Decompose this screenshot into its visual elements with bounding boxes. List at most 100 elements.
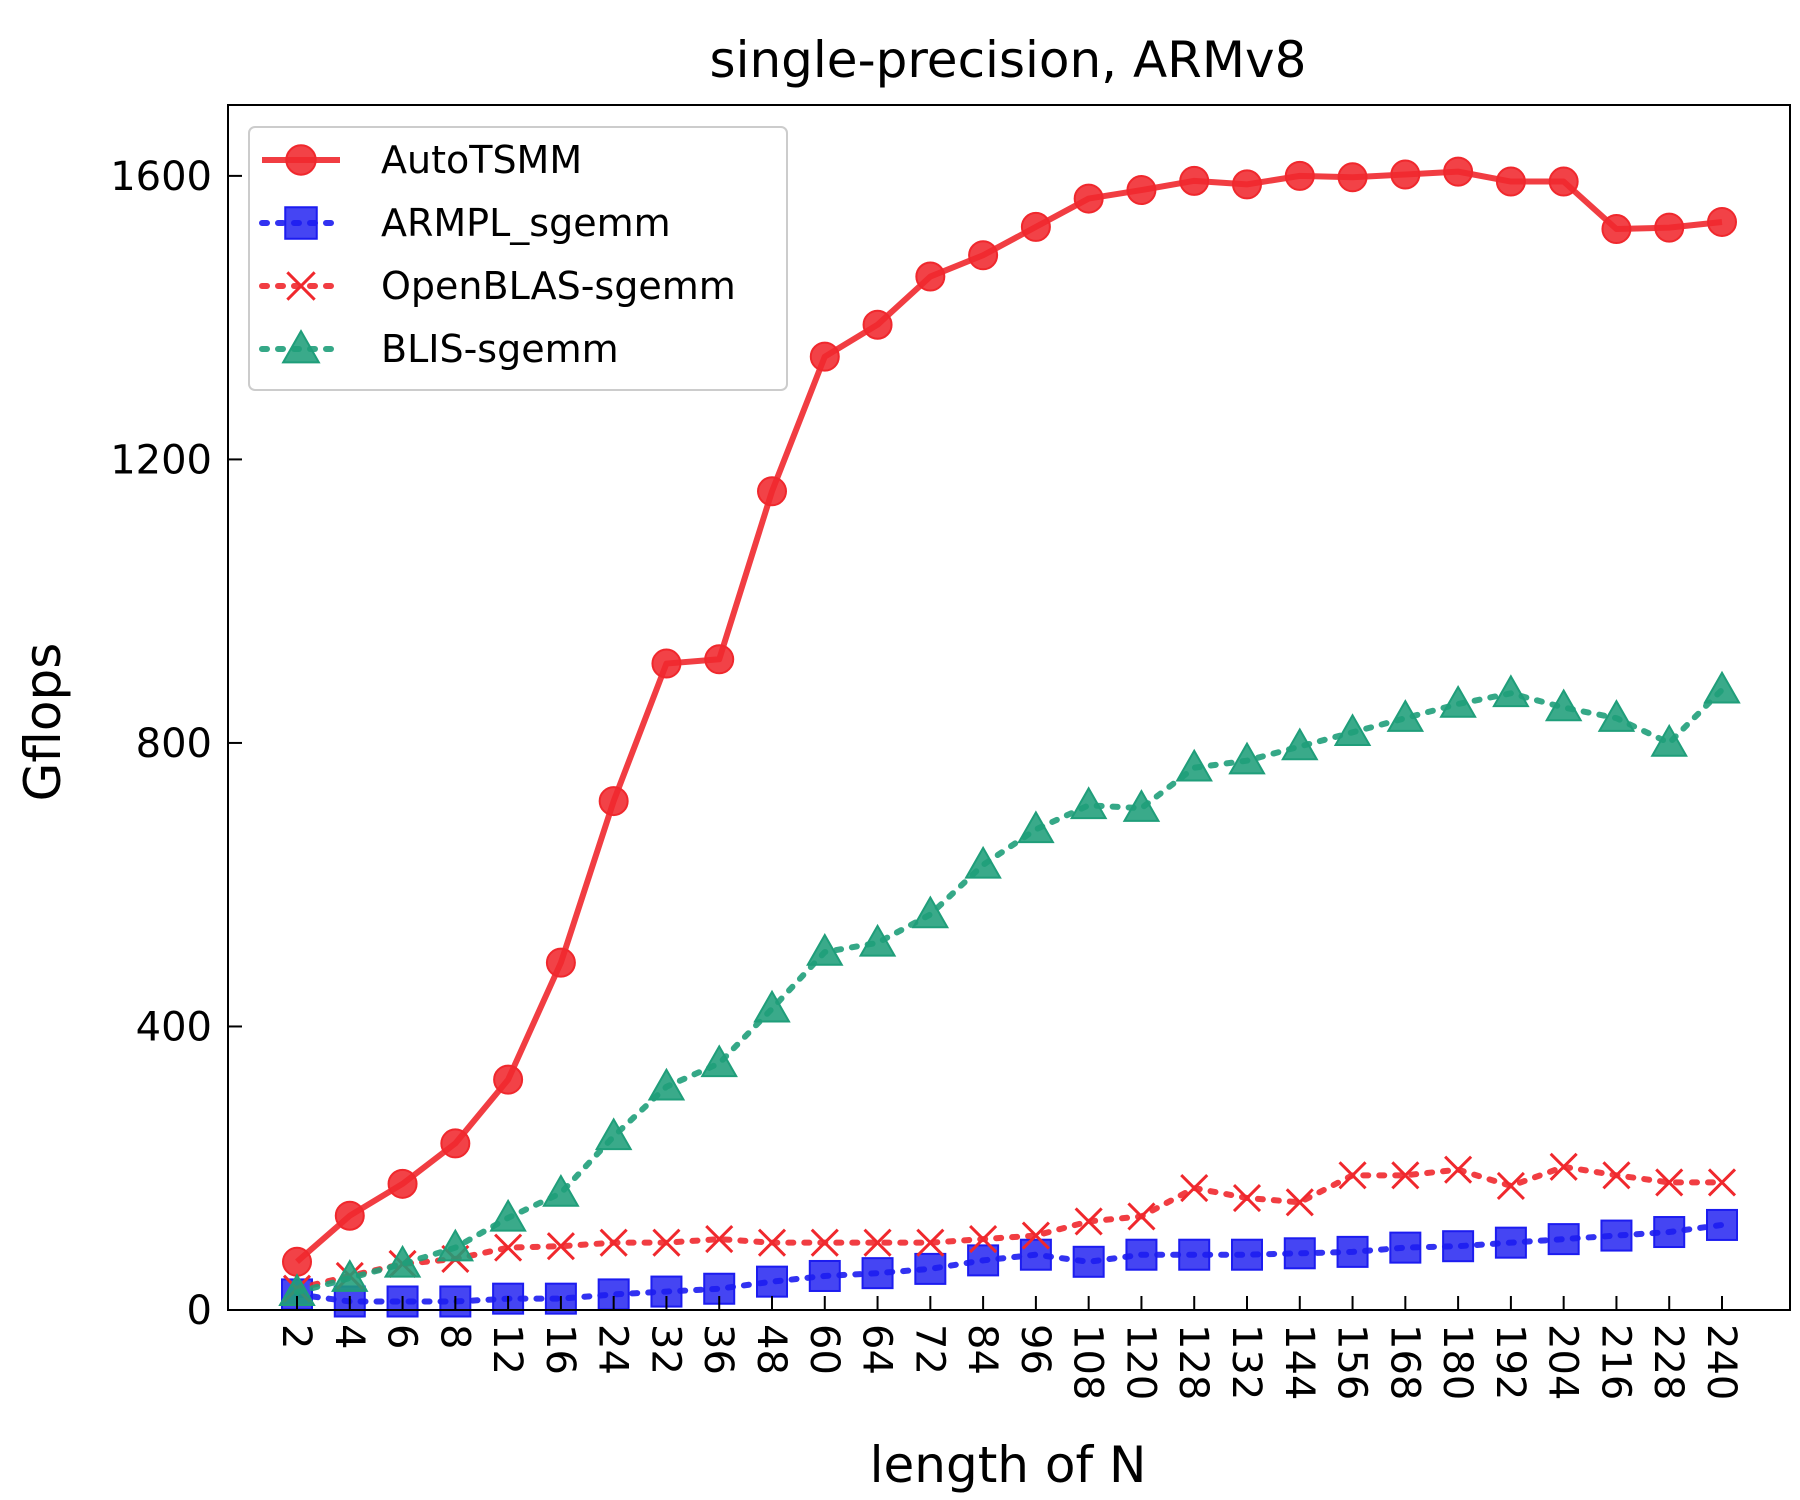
plot-layer [278,156,1741,1318]
data-point-blis-sgemm [911,895,950,929]
x-tick-label: 108 [1065,1324,1111,1400]
data-point-blis-sgemm [1597,699,1636,732]
data-point-armpl-sgemm [1283,1237,1316,1270]
data-point-blis-sgemm [1544,688,1583,722]
data-point-openblas-sgemm [810,1228,839,1257]
data-point-blis-sgemm [489,1198,527,1232]
x-tick-label: 132 [1223,1324,1269,1400]
legend-label-openblas-sgemm: OpenBLAS-sgemm [381,264,736,308]
x-tick-label: 120 [1117,1324,1163,1400]
data-point-armpl-sgemm [1072,1245,1105,1278]
data-point-autotsmm [1548,166,1579,197]
data-point-blis-sgemm [647,1067,686,1101]
data-point-autotsmm [1126,175,1157,206]
data-point-blis-sgemm [436,1228,475,1262]
data-point-blis-sgemm [1017,810,1055,844]
data-point-autotsmm [334,1200,365,1231]
data-point-blis-sgemm [1333,713,1372,747]
x-tick-label: 6 [379,1324,425,1349]
data-point-openblas-sgemm [1602,1161,1631,1190]
data-point-armpl-sgemm [1178,1238,1211,1271]
data-point-autotsmm [757,476,787,507]
data-point-armpl-sgemm [756,1265,788,1298]
x-tick-label: 32 [642,1324,688,1375]
x-tick-label: 8 [431,1324,477,1349]
y-tick-label: 1200 [110,437,212,483]
x-axis-label: length of N [870,1436,1147,1494]
data-point-openblas-sgemm [652,1228,681,1257]
x-tick-label: 60 [801,1324,847,1375]
data-point-armpl-sgemm [1336,1235,1369,1268]
data-point-armpl-sgemm [1547,1223,1580,1256]
legend-marker-armpl-sgemm [284,206,318,240]
legend-item-openblas-sgemm: OpenBLAS-sgemm [259,264,736,308]
data-point-autotsmm [1707,206,1737,237]
x-tick-label: 84 [959,1324,1005,1375]
x-tick-label: 180 [1434,1324,1480,1400]
data-point-openblas-sgemm [863,1228,892,1257]
y-axis-label: Gflops [14,643,72,802]
data-point-blis-sgemm [858,923,897,957]
x-tick-label: 128 [1170,1324,1216,1400]
series-line-openblas-sgemm [294,1163,1725,1292]
series-autotsmm [282,156,1737,1277]
data-point-blis-sgemm [1122,789,1161,822]
series-line-autotsmm [295,168,1723,1265]
data-point-openblas-sgemm [916,1228,945,1257]
data-point-armpl-sgemm [1231,1238,1263,1271]
chart-title: single-precision, ARMv8 [710,31,1307,89]
data-point-autotsmm [1073,183,1104,214]
data-point-blis-sgemm [542,1174,580,1207]
data-point-autotsmm [651,648,682,679]
x-tick-label: 12 [484,1324,530,1375]
legend-label-armpl-sgemm: ARMPL_sgemm [381,201,671,245]
data-point-openblas-sgemm [1707,1168,1737,1197]
data-point-armpl-sgemm [1494,1226,1527,1259]
legend-item-blis-sgemm: BLIS-sgemm [259,327,619,371]
x-tick-label: 204 [1540,1324,1586,1400]
data-point-blis-sgemm [1703,670,1741,704]
data-point-autotsmm [440,1128,471,1159]
data-point-armpl-sgemm [1125,1238,1158,1271]
data-point-autotsmm [704,644,735,675]
data-point-armpl-sgemm [1706,1208,1738,1241]
data-point-openblas-sgemm [1021,1221,1050,1250]
legend-box [248,126,788,391]
plot-frame [227,104,1791,1311]
data-point-blis-sgemm [331,1259,369,1292]
x-tick-label: 2 [273,1324,319,1349]
x-tick-label: 4 [326,1324,372,1349]
data-point-openblas-sgemm [1496,1171,1525,1201]
data-point-blis-sgemm [964,845,1002,879]
x-tick-label: 144 [1276,1324,1322,1400]
x-tick-label: 72 [906,1324,952,1375]
data-point-autotsmm [1654,212,1685,243]
legend-marker-autotsmm [285,144,317,176]
data-point-blis-sgemm [1281,727,1319,761]
data-point-autotsmm [1495,166,1526,197]
legend: AutoTSMM ARMPL_sgemm OpenBLAS-sgemm BLIS-sg… [248,126,788,391]
data-point-blis-sgemm [1439,684,1477,718]
x-tick-label: 192 [1487,1324,1533,1400]
data-point-armpl-sgemm [861,1257,894,1290]
data-point-blis-sgemm [700,1044,738,1078]
legend-label-blis-sgemm: BLIS-sgemm [381,327,619,371]
data-point-openblas-sgemm [1655,1168,1684,1197]
legend-marker-blis-sgemm [281,329,321,364]
data-point-openblas-sgemm [1180,1174,1209,1203]
data-point-openblas-sgemm [1338,1161,1367,1190]
data-point-autotsmm [1232,169,1262,200]
y-tick-label: 0 [187,1288,212,1334]
data-point-openblas-sgemm [757,1228,787,1257]
x-tick-label: 24 [590,1324,636,1375]
data-point-autotsmm [1601,214,1632,245]
data-point-blis-sgemm [1386,699,1425,732]
x-tick-label: 240 [1698,1324,1744,1400]
data-point-openblas-sgemm [1074,1207,1103,1236]
x-tick-label: 228 [1645,1324,1691,1400]
data-point-autotsmm [387,1168,418,1199]
legend-item-armpl-sgemm: ARMPL_sgemm [259,201,671,245]
data-point-blis-sgemm [1175,748,1213,782]
